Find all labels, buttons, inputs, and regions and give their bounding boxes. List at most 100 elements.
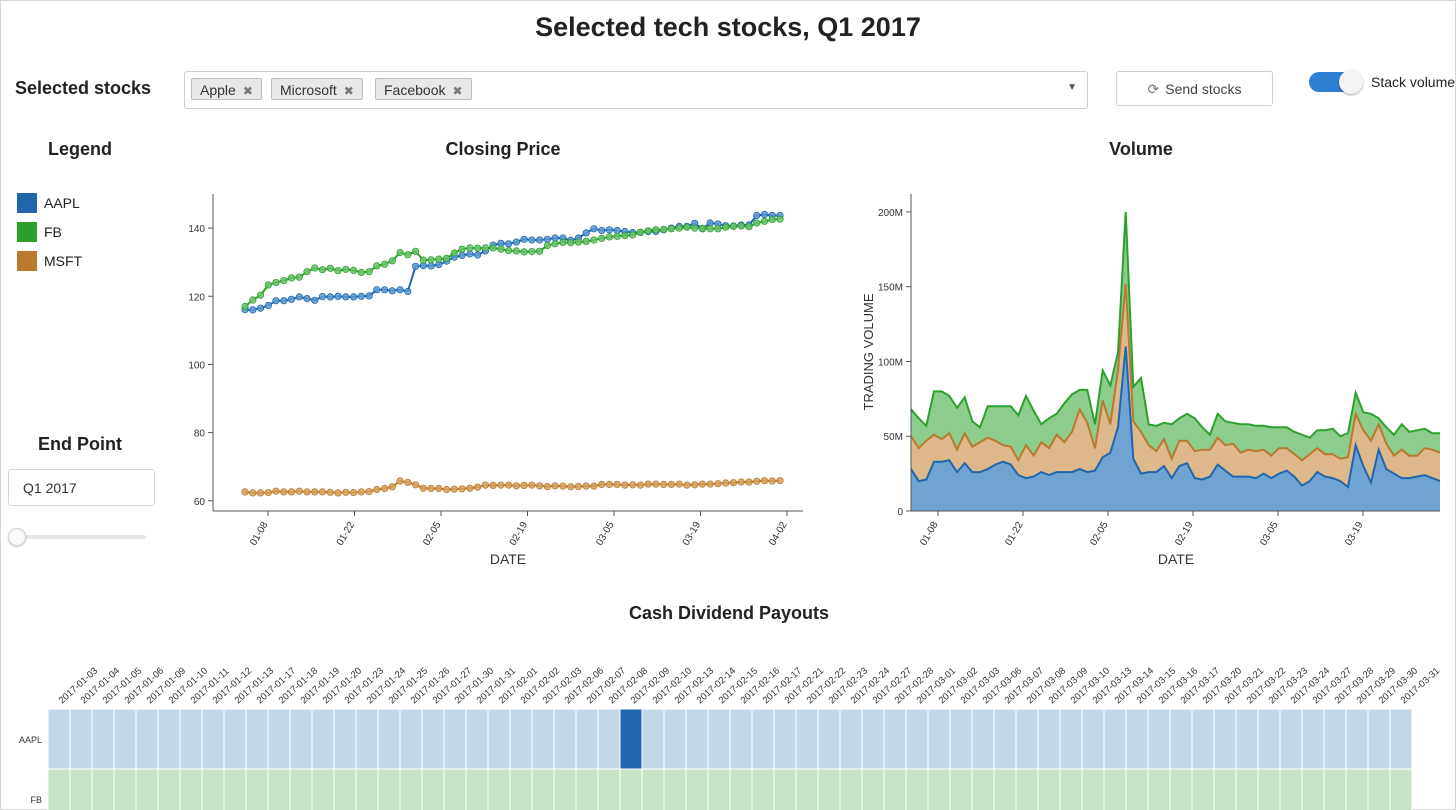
heatmap-cell [685, 768, 709, 810]
price-point-msft [497, 481, 505, 489]
price-point-fb [621, 232, 629, 240]
stock-multiselect[interactable]: Apple ✖ Microsoft ✖ Facebook ✖ ▼ [184, 71, 1088, 109]
price-point-msft [334, 489, 342, 497]
heatmap-cell [201, 708, 225, 770]
remove-icon[interactable]: ✖ [343, 84, 354, 98]
price-point-aapl [504, 240, 513, 248]
volume-area-aapl [911, 346, 1440, 511]
heatmap-cell [1059, 708, 1083, 770]
price-point-fb [613, 232, 621, 240]
x-tick-label: 02-19 [508, 520, 531, 548]
heatmap-cell [729, 768, 753, 810]
heatmap-cell [1279, 768, 1303, 810]
heatmap-cell [509, 768, 533, 810]
heatmap-cell [1389, 768, 1413, 810]
price-point-aapl [605, 226, 613, 234]
price-point-msft [675, 480, 683, 488]
price-point-fb [698, 224, 707, 233]
price-point-fb [419, 256, 427, 264]
price-point-msft [311, 488, 319, 496]
volume-area-msft [911, 283, 1440, 488]
price-point-fb [365, 268, 373, 276]
heatmap-cell [751, 768, 775, 810]
y-tick-label: 120 [188, 292, 205, 303]
selected-stocks-label: Selected stocks [15, 78, 152, 98]
price-point-fb [295, 273, 303, 281]
heatmap-cell [333, 768, 357, 810]
heatmap-cell [1191, 708, 1215, 770]
price-point-fb [466, 244, 474, 252]
price-point-fb [543, 241, 551, 250]
send-stocks-button[interactable]: ⟳ Send stocks [1116, 71, 1273, 106]
price-point-fb [660, 225, 668, 234]
heatmap-row-label: FB [30, 795, 42, 805]
price-point-msft [241, 488, 249, 496]
price-point-fb [768, 216, 776, 224]
chevron-down-icon[interactable]: ▼ [1067, 82, 1077, 93]
price-point-msft [706, 480, 714, 488]
end-point-slider-track[interactable] [12, 535, 146, 539]
end-point-slider-handle[interactable] [8, 528, 26, 546]
heatmap-cell [355, 768, 379, 810]
remove-icon[interactable]: ✖ [452, 84, 463, 98]
price-point-fb [342, 265, 350, 273]
price-point-aapl [334, 292, 342, 300]
price-point-fb [535, 247, 544, 255]
price-point-fb [373, 262, 381, 270]
price-point-fb [722, 223, 730, 231]
heatmap-cell [465, 768, 489, 810]
heatmap-cell [1169, 768, 1193, 810]
heatmap-cell [861, 708, 885, 770]
price-point-msft [551, 482, 559, 490]
price-point-msft [357, 488, 365, 496]
price-point-fb [745, 223, 753, 231]
price-point-aapl [427, 262, 435, 270]
heatmap-cell [707, 708, 731, 770]
price-point-aapl [535, 236, 544, 244]
toggle-knob[interactable] [1339, 70, 1363, 94]
heatmap-cell [575, 768, 599, 810]
price-point-fb [691, 224, 699, 232]
legend-swatch [17, 222, 37, 242]
price-point-aapl [373, 286, 381, 294]
price-point-fb [528, 248, 536, 256]
heatmap-row-label: AAPL [19, 735, 42, 745]
price-point-msft [582, 482, 590, 490]
x-tick-label: 03-19 [681, 520, 704, 548]
heatmap-cell [245, 708, 269, 770]
heatmap-cell [1103, 768, 1127, 810]
heatmap-cell [817, 768, 841, 810]
price-point-msft [652, 480, 660, 488]
price-point-aapl [256, 304, 265, 312]
price-point-fb [636, 228, 644, 236]
price-line-fb [244, 218, 781, 308]
heatmap-cell [685, 708, 709, 770]
heatmap-cell [91, 768, 115, 810]
price-point-msft [435, 484, 443, 493]
remove-icon[interactable]: ✖ [242, 84, 253, 98]
price-point-msft [722, 479, 730, 487]
heatmap-cell [465, 708, 489, 770]
heatmap-cell [267, 768, 291, 810]
end-point-input[interactable]: Q1 2017 [8, 469, 155, 506]
price-point-aapl [582, 229, 590, 237]
price-point-fb [442, 254, 451, 263]
price-point-msft [473, 483, 482, 491]
legend-label: FB [44, 224, 62, 240]
x-tick-label: 02-05 [1088, 520, 1111, 548]
heatmap-cell [1301, 708, 1325, 770]
heatmap-cell [1037, 708, 1061, 770]
price-point-aapl [598, 226, 606, 235]
heatmap-cell [47, 708, 71, 770]
heatmap-cell [619, 768, 643, 810]
stack-volume-toggle[interactable] [1309, 70, 1363, 94]
price-point-fb [652, 226, 660, 234]
heatmap-cell [751, 708, 775, 770]
price-point-aapl [357, 292, 365, 300]
heatmap-cell [949, 768, 973, 810]
heatmap-cell [1213, 768, 1237, 810]
heatmap-cell [1367, 708, 1391, 770]
price-line-aapl [244, 213, 780, 311]
heatmap-cell [905, 708, 929, 770]
price-point-fb [582, 237, 590, 246]
